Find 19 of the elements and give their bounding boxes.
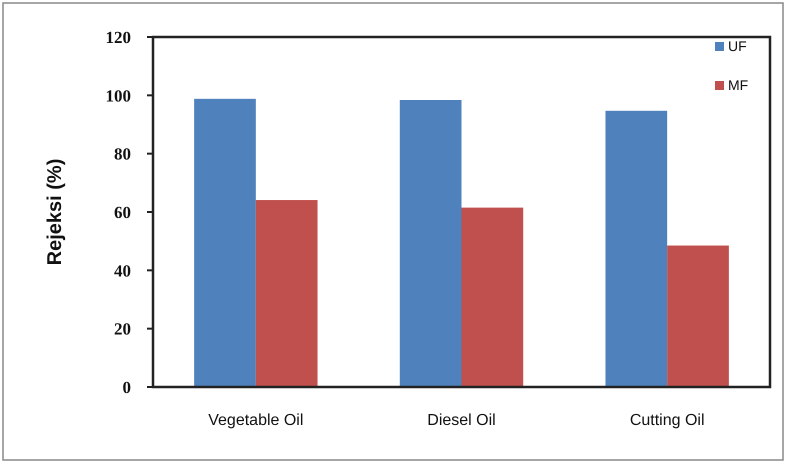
y-tick-label: 100 [106, 86, 131, 106]
y-tick-label: 120 [106, 28, 131, 47]
bar [194, 98, 256, 387]
bar [605, 110, 668, 387]
bar [400, 100, 462, 387]
y-axis-title: Rejeksi (%) [44, 158, 66, 266]
x-tick-label: Cutting Oil [630, 412, 705, 429]
x-tick-label: Diesel Oil [427, 412, 496, 429]
legend-label: MF [728, 77, 748, 93]
bar [462, 208, 524, 387]
y-tick-label: 80 [114, 144, 131, 164]
legend-label: UF [728, 38, 747, 54]
y-tick-label: 60 [114, 202, 131, 222]
bar [256, 200, 318, 387]
y-tick-label: 0 [122, 378, 131, 397]
y-tick-label: 20 [114, 320, 131, 339]
bar [667, 246, 729, 387]
y-tick-label: 40 [114, 261, 131, 280]
x-tick-label: Vegetable Oil [208, 412, 304, 429]
